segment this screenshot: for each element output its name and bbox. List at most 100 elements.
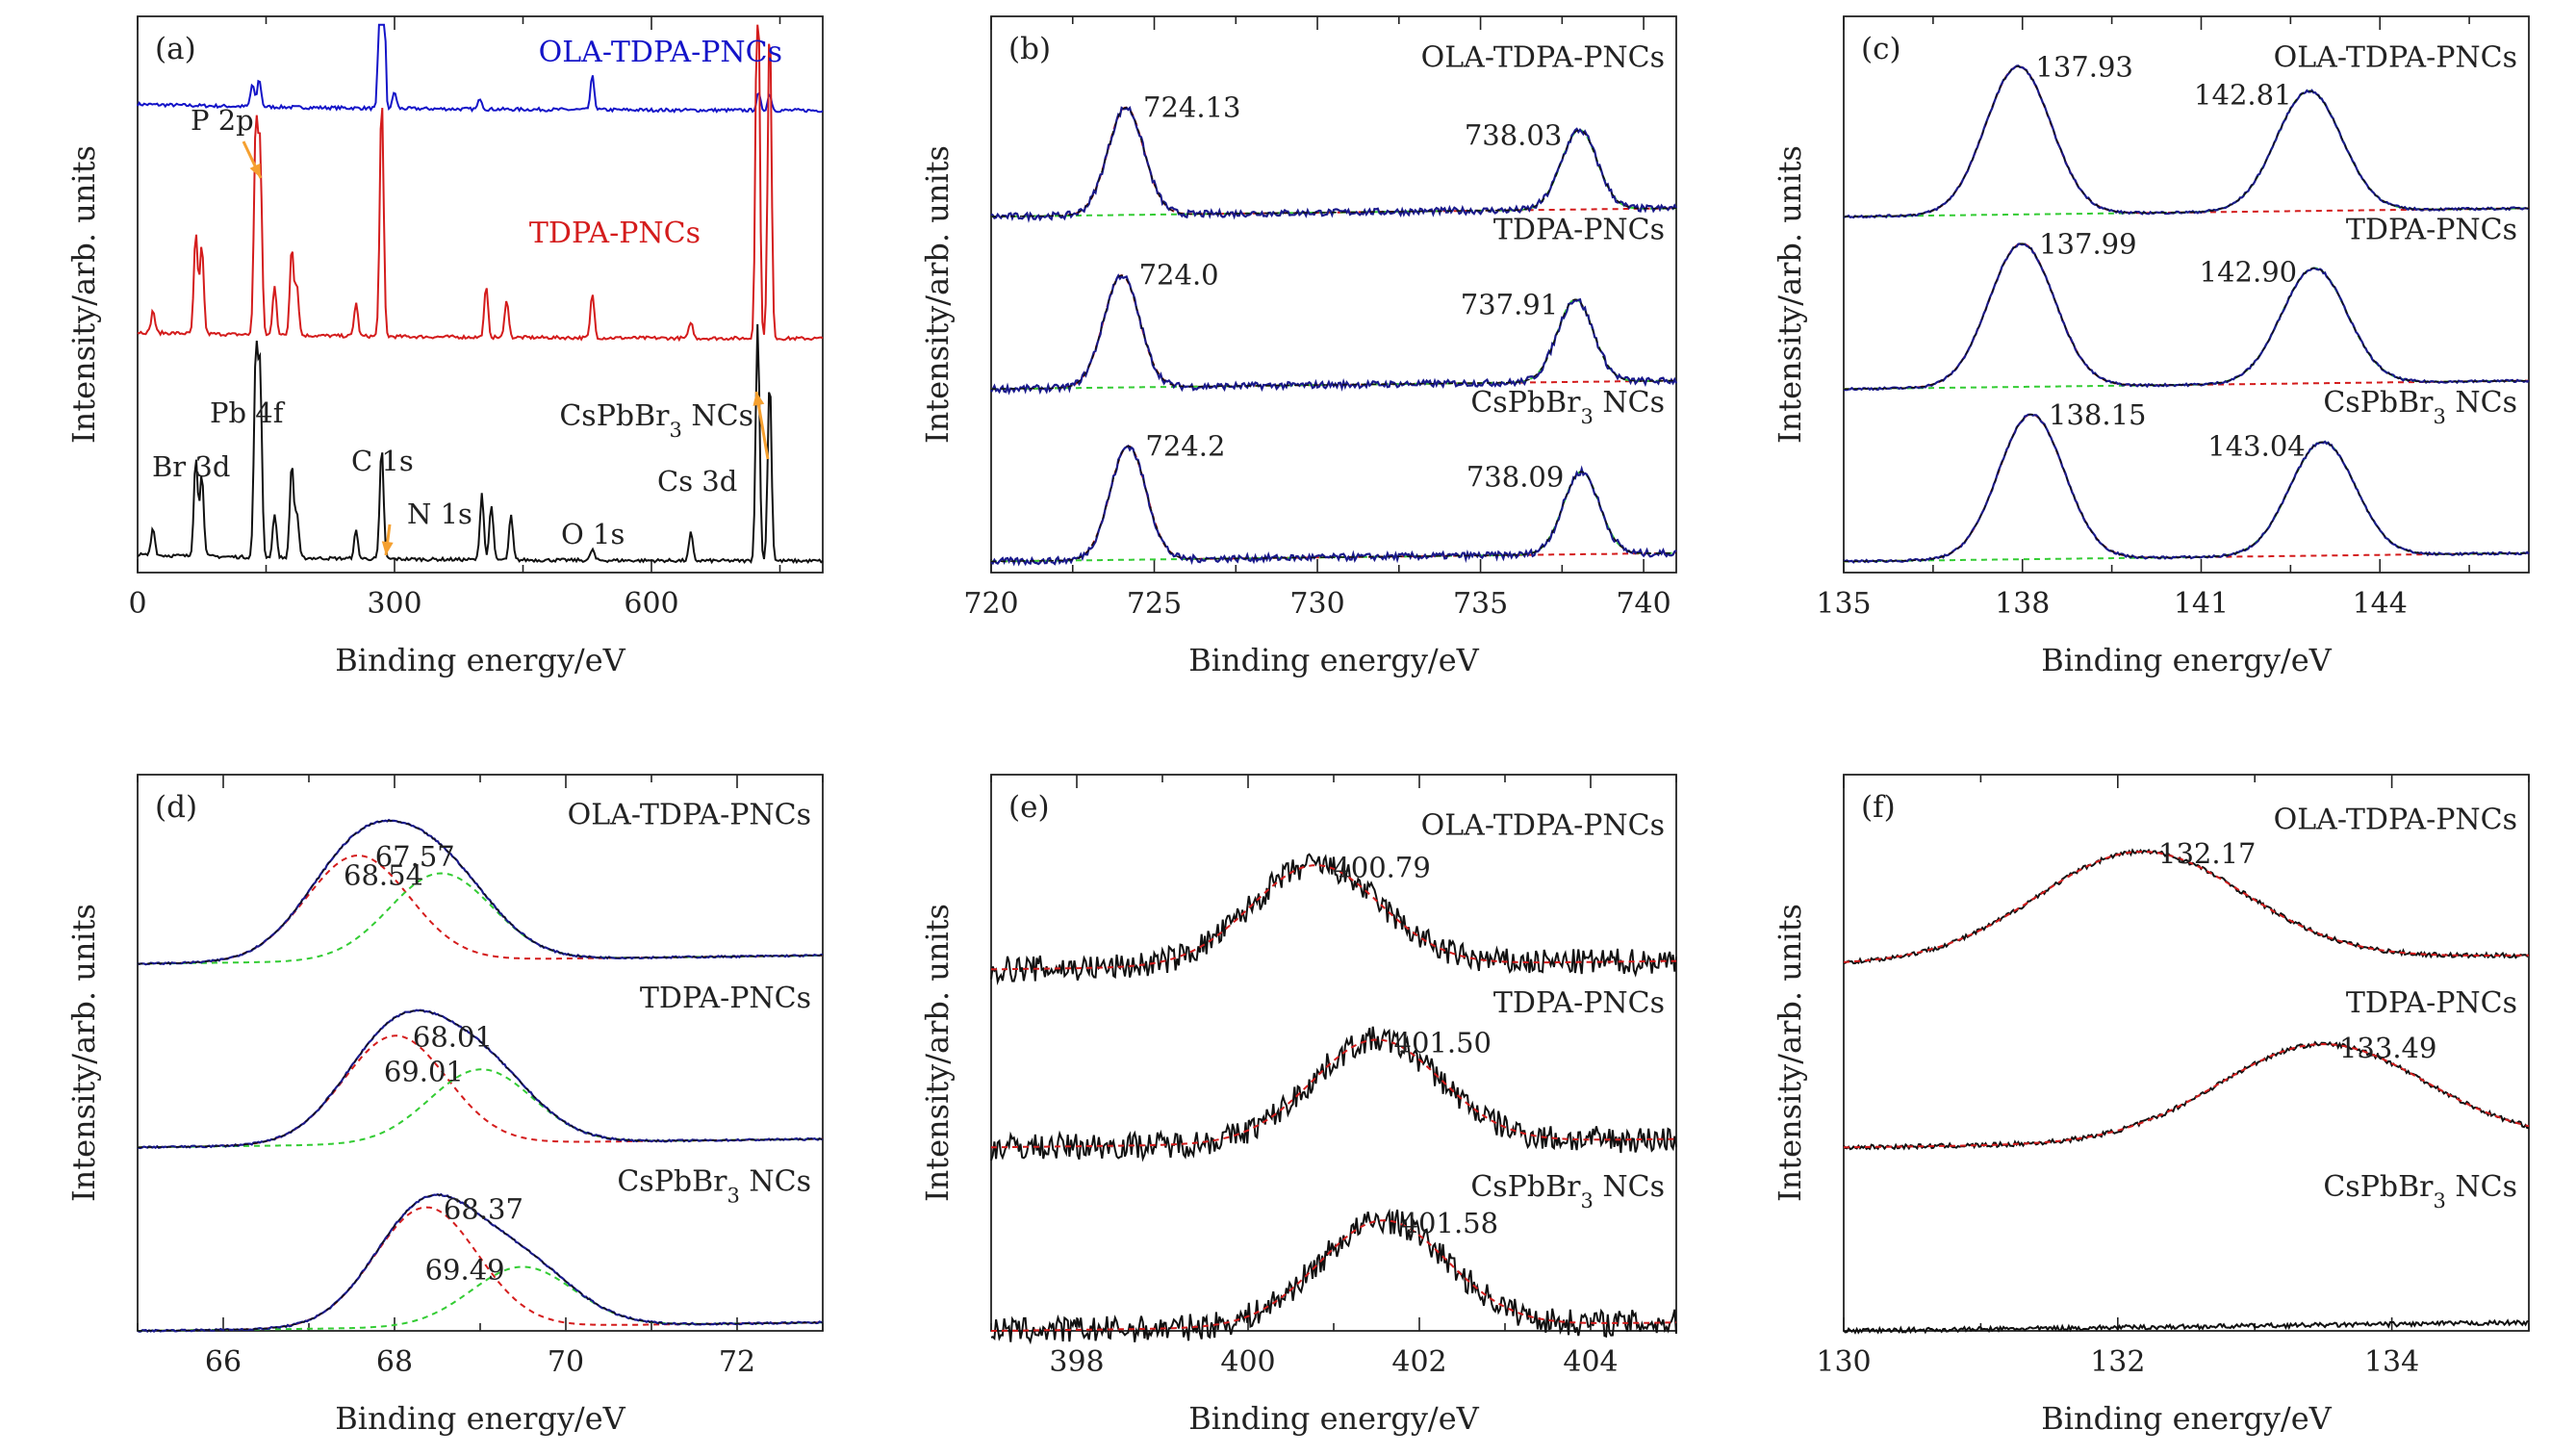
- element-annotation: Cs 3d: [657, 465, 737, 498]
- y-axis-label: Intensity/arb. units: [919, 904, 956, 1202]
- panel-e: 398 400 402 404 Binding energy/eV Intensity/a…: [919, 774, 1677, 1437]
- spectrum-ola-tdpa-pncs: [1843, 64, 2530, 219]
- plot-frame: [1843, 774, 2530, 1332]
- spectrum-ola-tdpa-pncs: [990, 853, 1677, 986]
- plot-frame: [1843, 15, 2530, 574]
- peak-value-label: 68.54: [344, 858, 423, 891]
- spectrum-tdpa-pncs: [990, 1026, 1677, 1162]
- x-tick-label: 398: [1049, 1345, 1104, 1379]
- component-1-tdpa-pncs: [1843, 242, 2529, 391]
- peak-value-label: 138.15: [2049, 398, 2146, 431]
- fit-cspbbr3-ncs: [991, 1219, 1676, 1332]
- series-line-ola-tdpa-pncs: [137, 23, 824, 114]
- series-label: TDPA-PNCs: [1493, 986, 1665, 1020]
- component-2-cspbbr3-ncs: [1844, 441, 2529, 563]
- peak-value-label: 132.17: [2158, 837, 2256, 870]
- series-label: CsPbBr3 NCs: [559, 399, 753, 442]
- fit-tdpa-pncs: [1843, 1042, 2530, 1149]
- peak-value-label: 738.03: [1465, 119, 1562, 152]
- series-line-cspbbr3-ncs: [137, 323, 824, 565]
- envelope-cspbbr3-ncs: [138, 1193, 824, 1332]
- spectrum-cspbbr3-ncs: [990, 1208, 1677, 1345]
- series-label: CsPbBr3 NCs: [1470, 386, 1665, 428]
- series-label: TDPA-PNCs: [2346, 214, 2517, 247]
- peak-value-label: 724.0: [1139, 259, 1219, 292]
- spectrum-ola-tdpa-pncs: [137, 818, 824, 966]
- x-axis-label: Binding energy/eV: [1188, 1400, 1479, 1437]
- x-tick-label: 740: [1616, 587, 1671, 621]
- x-tick-label: 135: [1816, 587, 1871, 621]
- spectrum-ola-tdpa-pncs: [990, 106, 1677, 223]
- series-label: CsPbBr3 NCs: [2323, 386, 2517, 428]
- series-label: TDPA-PNCs: [640, 982, 811, 1015]
- peak-value-label: 724.13: [1143, 90, 1240, 123]
- y-axis-label: Intensity/arb. units: [65, 904, 102, 1202]
- spectrum-tdpa-pncs: [990, 273, 1678, 396]
- peak-value-label: 737.91: [1461, 288, 1558, 320]
- peak-value-label: 738.09: [1467, 461, 1564, 494]
- envelope-cspbbr3-ncs: [991, 445, 1676, 563]
- spectrum-tdpa-pncs: [1843, 242, 2530, 392]
- series-label: OLA-TDPA-PNCs: [2274, 803, 2517, 836]
- component-2-tdpa-pncs: [990, 298, 1676, 391]
- series-label: CsPbBr3 NCs: [2323, 1170, 2517, 1212]
- fit-ola-tdpa-pncs: [1843, 850, 2529, 963]
- envelope-tdpa-pncs: [990, 274, 1676, 390]
- component-2-tdpa-pncs: [1843, 267, 2529, 391]
- series-label: CsPbBr3 NCs: [617, 1165, 811, 1208]
- series-label: TDPA-PNCs: [529, 217, 701, 250]
- panel-f: 130 132 134 Binding energy/eV Intensity/arb.…: [1772, 774, 2530, 1437]
- peak-value-label: 401.50: [1394, 1026, 1492, 1059]
- x-tick-label: 134: [2364, 1345, 2419, 1379]
- envelope-ola-tdpa-pncs: [1844, 65, 2529, 217]
- component-2-ola-tdpa-pncs: [991, 129, 1676, 218]
- annotation-arrowhead: [752, 392, 765, 406]
- x-tick-label: 72: [719, 1345, 755, 1379]
- panel-label: (c): [1861, 32, 1901, 66]
- peak-value-label: 400.79: [1333, 851, 1430, 883]
- element-annotation: Br 3d: [152, 450, 230, 483]
- y-axis-label: Intensity/arb. units: [65, 145, 102, 444]
- peak-value-label: 69.01: [384, 1056, 464, 1088]
- peak-value-label: 69.49: [425, 1253, 505, 1286]
- y-axis-label: Intensity/arb. units: [1772, 904, 1808, 1202]
- element-annotation: C 1s: [351, 445, 414, 477]
- peak-value-label: 133.49: [2339, 1032, 2436, 1064]
- element-annotation: P 2p: [191, 104, 254, 137]
- x-tick-label: 141: [2174, 587, 2229, 621]
- x-tick-label: 130: [1816, 1345, 1871, 1379]
- panel-c: 135 138 141 144 Binding energy/eV Intensity/a…: [1772, 15, 2530, 678]
- series-label: OLA-TDPA-PNCs: [2274, 40, 2517, 74]
- fit-ola-tdpa-pncs: [991, 864, 1677, 971]
- spectrum-cspbbr3-ncs: [1843, 1318, 2530, 1335]
- component-1-tdpa-pncs: [990, 274, 1676, 391]
- panel-label: (b): [1008, 32, 1051, 66]
- x-tick-label: 70: [548, 1345, 584, 1379]
- component-1-cspbbr3-ncs: [991, 445, 1676, 563]
- component-1-ola-tdpa-pncs: [1844, 65, 2529, 218]
- x-tick-label: 404: [1563, 1345, 1618, 1379]
- x-axis-label: Binding energy/eV: [2041, 642, 2332, 678]
- x-tick-label: 720: [963, 587, 1018, 621]
- series-label: OLA-TDPA-PNCs: [568, 798, 811, 831]
- component-2-ola-tdpa-pncs: [1844, 89, 2529, 218]
- x-tick-label: 66: [205, 1345, 242, 1379]
- element-annotation: Pb 4f: [210, 396, 286, 429]
- element-annotation: N 1s: [407, 498, 472, 530]
- x-tick-label: 144: [2353, 587, 2408, 621]
- annotation-arrowhead: [381, 541, 394, 555]
- series-label: OLA-TDPA-PNCs: [1421, 40, 1665, 74]
- y-axis-label: Intensity/arb. units: [919, 145, 956, 444]
- peak-value-label: 137.93: [2035, 50, 2132, 83]
- component-1-ola-tdpa-pncs: [991, 106, 1676, 218]
- fit-tdpa-pncs: [990, 1038, 1676, 1149]
- x-tick-label: 68: [376, 1345, 413, 1379]
- x-axis-label: Binding energy/eV: [1188, 642, 1479, 678]
- x-tick-label: 300: [367, 587, 421, 621]
- spectrum-cspbbr3-ncs: [990, 444, 1677, 567]
- x-axis-label: Binding energy/eV: [335, 642, 625, 678]
- panel-b: 720 725 730 735 740 Binding energy/eV Intensit…: [919, 15, 1678, 678]
- component-2-cspbbr3-ncs: [138, 1265, 824, 1332]
- series-label: OLA-TDPA-PNCs: [1421, 808, 1665, 842]
